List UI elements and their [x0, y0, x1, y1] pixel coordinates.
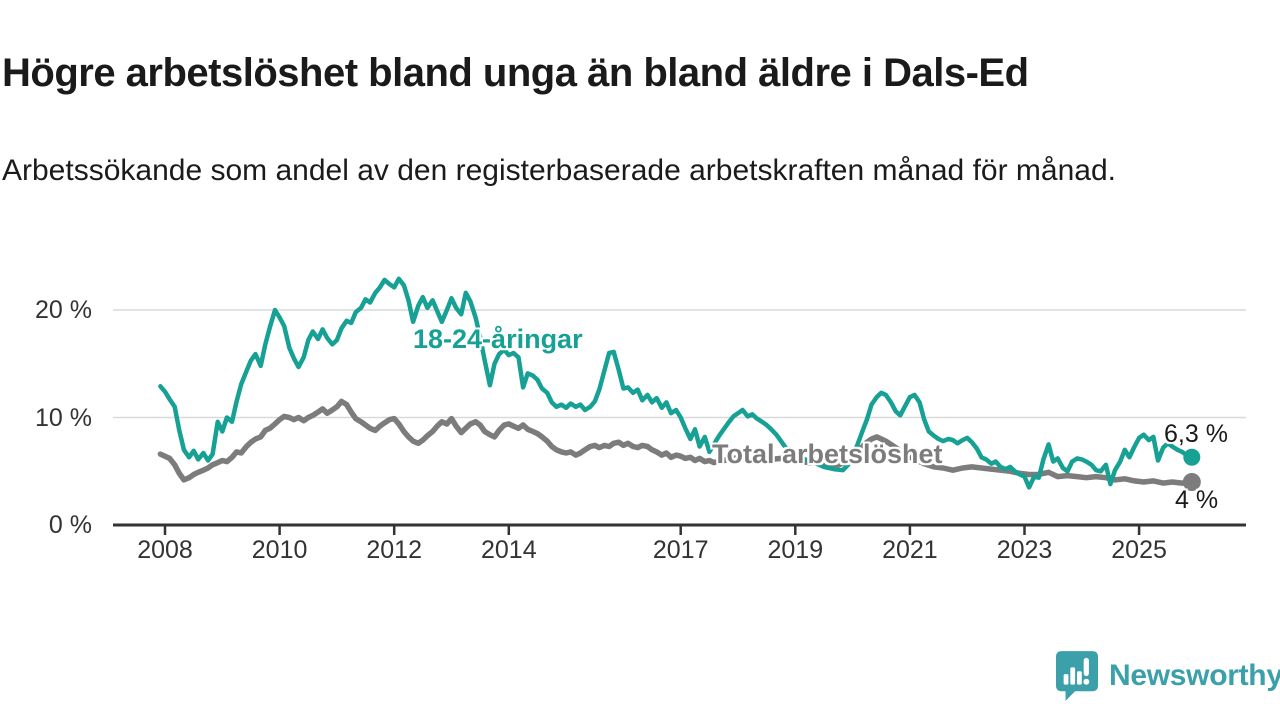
- exclamation-dot-icon: [1083, 678, 1090, 685]
- x-axis-label-2010: 2010: [251, 536, 308, 564]
- x-axis-label-2023: 2023: [996, 536, 1053, 564]
- bar-tall-icon: [1070, 667, 1076, 685]
- exclamation-stem-icon: [1083, 657, 1089, 676]
- newsworthy-speech-bubble-icon: [1056, 651, 1098, 701]
- x-axis-label-2019: 2019: [767, 536, 824, 564]
- x-axis-label-2017: 2017: [652, 536, 709, 564]
- y-axis-label-10: 10 %: [35, 403, 92, 432]
- bar-small-icon: [1063, 674, 1069, 685]
- page-title: Högre arbetslöshet bland unga än bland ä…: [2, 50, 1029, 95]
- series-line-total: [157, 398, 1195, 486]
- series-label-total: Total arbetslöshet: [712, 439, 943, 469]
- end-value-label-total: 4 %: [1175, 486, 1219, 514]
- x-axis-label-2025: 2025: [1111, 536, 1167, 564]
- end-value-label-18-24: 6,3 %: [1164, 420, 1228, 448]
- x-axis-label-2012: 2012: [366, 536, 422, 564]
- x-axis-label-2021: 2021: [882, 536, 938, 564]
- series-line-18-24: [158, 276, 1195, 490]
- x-axis-label-2008: 2008: [137, 536, 193, 564]
- end-dot-18-24: [1183, 448, 1201, 466]
- y-axis-label-20: 20 %: [35, 296, 92, 324]
- bar-medium-icon: [1077, 671, 1082, 685]
- y-axis-label-0: 0 %: [48, 511, 92, 539]
- newsworthy-logo[interactable]: Newsworthy: [1056, 651, 1280, 701]
- series-label-18-24: 18-24-åringar: [413, 324, 583, 354]
- chart-subtitle: Arbetssökande som andel av den registerb…: [2, 154, 1116, 187]
- end-dot-total: [1182, 473, 1201, 491]
- x-axis-label-2014: 2014: [480, 536, 537, 564]
- newsworthy-wordmark: Newsworthy: [1109, 659, 1280, 692]
